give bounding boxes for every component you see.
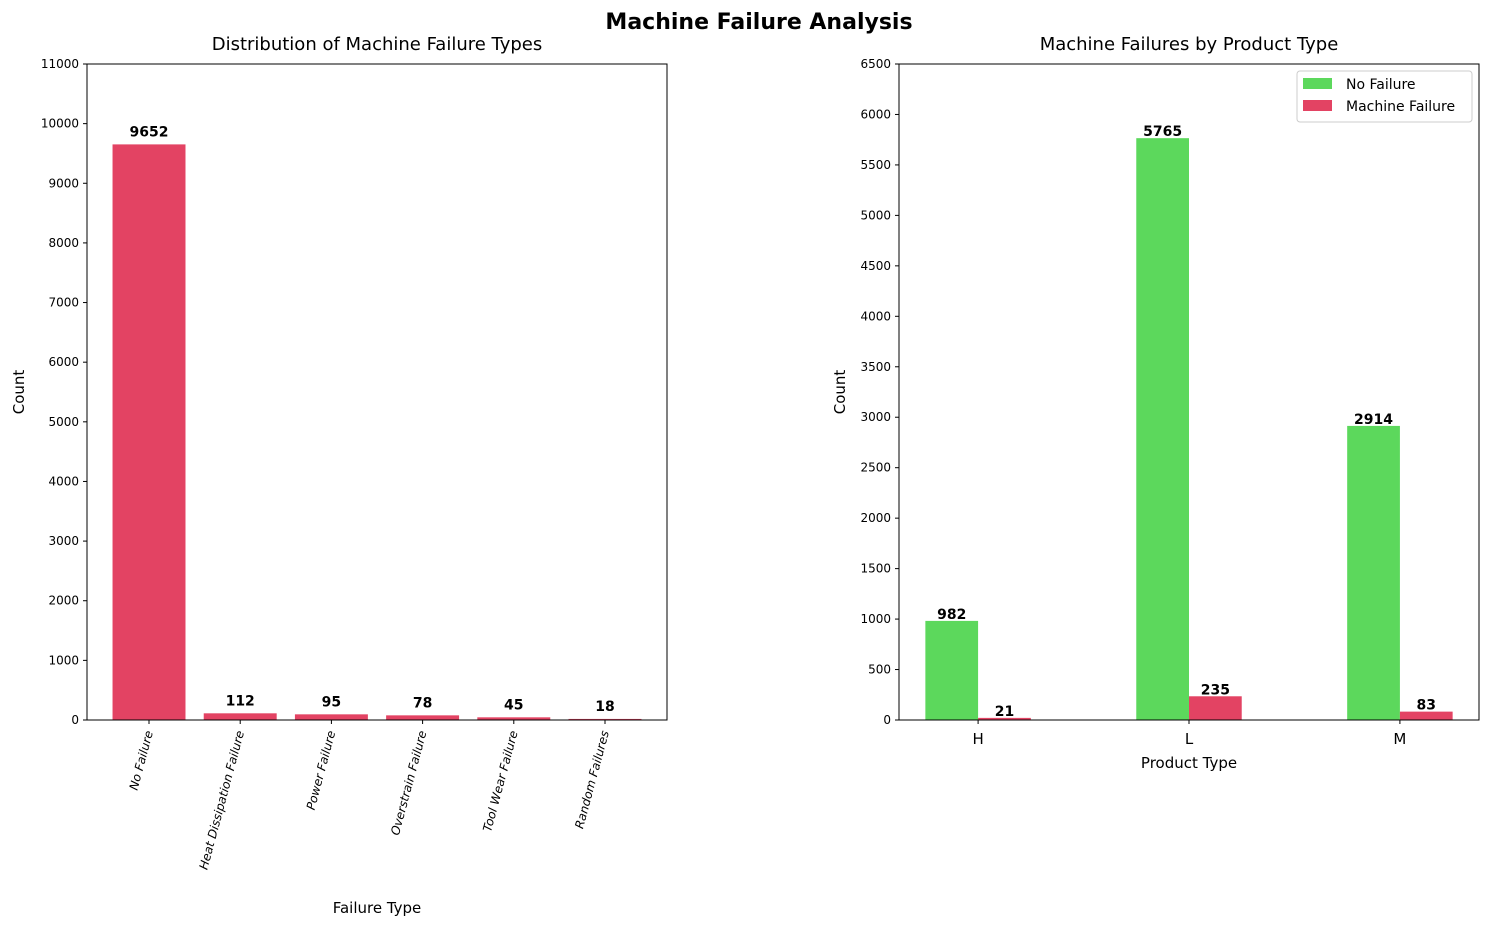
failure-types-y-ticks: 0 1000 2000 3000 4000 5000 6000 7000 8000 9000 100…	[41, 57, 87, 727]
failure-types-chart: Distribution of Machine Failure Types 0 1…	[10, 34, 668, 917]
data-label-heat-dissipation-failure: 112	[226, 693, 255, 709]
failure-types-chart-title: Distribution of Machine Failure Types	[212, 34, 543, 55]
bar-no-failure	[112, 144, 186, 720]
y-tick-label: 3000	[860, 410, 891, 424]
x-tick-label-l: L	[1185, 730, 1194, 748]
data-label-no-failure: 9652	[130, 124, 169, 140]
product-type-plot-frame	[898, 63, 1480, 721]
product-type-bars	[925, 138, 1453, 720]
x-tick-label-tool-wear-failure: Tool Wear Failure	[480, 729, 520, 833]
legend-label-no-failure: No Failure	[1346, 77, 1416, 93]
y-tick-label: 6500	[860, 57, 891, 71]
legend-swatch-no-failure	[1303, 78, 1332, 89]
bar-h-no-failure	[925, 620, 979, 720]
bar-random-failures	[568, 718, 642, 720]
y-tick-label: 0	[883, 713, 891, 727]
legend-swatch-machine-failure	[1303, 100, 1332, 111]
failure-types-bars	[112, 144, 642, 720]
legend-box	[1296, 70, 1473, 123]
y-tick-label: 1000	[860, 612, 891, 626]
y-tick-label: 1500	[860, 562, 891, 576]
y-tick-label: 11000	[41, 57, 79, 71]
y-tick-label: 5000	[48, 415, 79, 429]
y-tick-label: 6000	[48, 355, 79, 369]
y-tick-label: 500	[868, 663, 891, 677]
failure-types-plot-frame	[86, 63, 668, 721]
bar-overstrain-failure	[386, 715, 460, 720]
product-type-data-labels: 982 21 5765 235 2914 83	[937, 124, 1436, 720]
y-tick-label: 3500	[860, 360, 891, 374]
y-tick-label: 7000	[48, 296, 79, 310]
bar-m-no-failure	[1347, 425, 1400, 720]
bar-l-no-failure	[1136, 138, 1189, 720]
y-tick-label: 4500	[860, 259, 891, 273]
bar-l-machine-failure	[1189, 696, 1242, 720]
y-tick-label: 6000	[860, 107, 891, 121]
data-label-overstrain-failure: 78	[413, 695, 432, 711]
data-label-m-machine-failure: 83	[1417, 698, 1436, 714]
y-tick-label: 9000	[48, 176, 79, 190]
y-tick-label: 4000	[860, 309, 891, 323]
y-tick-label: 0	[71, 713, 79, 727]
data-label-m-no-failure: 2914	[1354, 412, 1393, 428]
data-label-h-machine-failure: 21	[995, 704, 1014, 720]
data-label-l-machine-failure: 235	[1201, 682, 1230, 698]
y-tick-label: 2000	[48, 594, 79, 608]
data-label-h-no-failure: 982	[937, 607, 966, 623]
bar-h-machine-failure	[978, 717, 1031, 720]
x-tick-label-overstrain-failure: Overstrain Failure	[388, 729, 429, 837]
x-tick-label-random-failures: Random Failures	[572, 729, 612, 830]
y-tick-label: 3000	[48, 534, 79, 548]
data-label-power-failure: 95	[322, 694, 341, 710]
x-tick-label-no-failure: No Failure	[127, 729, 156, 792]
data-label-random-failures: 18	[595, 699, 614, 715]
x-tick-label-heat-dissipation-failure: Heat Dissipation Failure	[196, 729, 247, 871]
product-type-y-ticks: 0 500 1000 1500 2000 2500 3000 3500 4000 4500 5000…	[860, 57, 899, 727]
bar-power-failure	[294, 714, 368, 720]
y-tick-label: 8000	[48, 236, 79, 250]
data-label-tool-wear-failure: 45	[504, 697, 523, 713]
x-tick-label-power-failure: Power Failure	[304, 729, 339, 811]
failure-types-x-ticks: No Failure Heat Dissipation Failure Power …	[127, 720, 612, 871]
x-tick-label-m: M	[1393, 730, 1406, 748]
product-type-x-axis-label: Product Type	[1141, 754, 1237, 772]
y-tick-label: 5500	[860, 158, 891, 172]
bar-m-machine-failure	[1399, 711, 1453, 720]
x-tick-label-h: H	[972, 730, 983, 748]
legend: No Failure Machine Failure	[1296, 70, 1473, 123]
y-tick-label: 4000	[48, 474, 79, 488]
y-tick-label: 2000	[860, 511, 891, 525]
bar-tool-wear-failure	[477, 717, 551, 720]
y-tick-label: 5000	[860, 208, 891, 222]
failure-types-x-axis-label: Failure Type	[333, 899, 422, 917]
figure-title: Machine Failure Analysis	[605, 10, 912, 35]
y-tick-label: 1000	[48, 653, 79, 667]
product-type-y-axis-label: Count	[831, 370, 849, 415]
legend-label-machine-failure: Machine Failure	[1346, 99, 1455, 115]
data-label-l-no-failure: 5765	[1143, 124, 1182, 140]
failure-types-data-labels: 9652 112 95 78 45 18	[130, 124, 615, 715]
product-type-chart-title: Machine Failures by Product Type	[1040, 34, 1339, 55]
failure-types-y-axis-label: Count	[10, 370, 28, 415]
product-type-chart: Machine Failures by Product Type 0 500 100…	[831, 34, 1480, 772]
bar-heat-dissipation-failure	[203, 713, 277, 720]
y-tick-label: 10000	[41, 117, 79, 131]
y-tick-label: 2500	[860, 461, 891, 475]
